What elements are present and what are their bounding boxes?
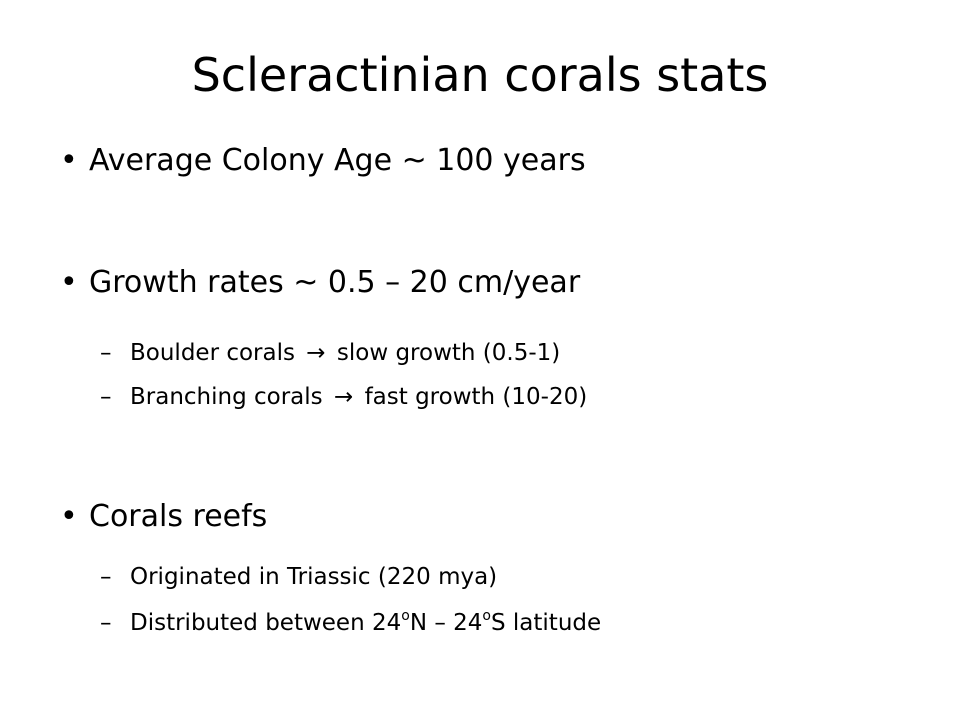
slide-title: Scleractinian corals stats: [191, 48, 769, 102]
degree-superscript: o: [482, 608, 491, 624]
sub-text-before: Branching corals: [130, 384, 323, 410]
sub-marker: –: [100, 340, 112, 366]
sub-text-part1: Distributed between 24: [130, 610, 402, 636]
arrow-right-icon: →: [333, 384, 354, 410]
bullet-text: Corals reefs: [89, 499, 268, 534]
bullet-text: Growth rates ~ 0.5 – 20 cm/year: [89, 265, 581, 300]
bullet-marker: •: [60, 499, 78, 534]
sub-text: Distributed between 24oN – 24oS latitude: [130, 603, 601, 646]
sub-text-before: Boulder corals: [130, 340, 295, 366]
bullet-marker: •: [60, 265, 78, 300]
arrow-right-icon: →: [306, 340, 326, 366]
sub-text: Branching corals → fast growth (10-20): [130, 377, 587, 417]
sub-text-after: slow growth (0.5-1): [336, 340, 561, 366]
sub-text: Originated in Triassic (220 mya): [130, 564, 498, 590]
bullet-marker: •: [60, 143, 78, 178]
sub-text-part3: S latitude: [491, 610, 602, 636]
sub-text-part2: N – 24: [409, 610, 483, 636]
sub-marker: –: [100, 610, 112, 636]
sub-text: Boulder corals → slow growth (0.5-1): [130, 333, 560, 373]
sub-marker: –: [100, 564, 112, 590]
degree-superscript: o: [401, 608, 410, 624]
sub-marker: –: [100, 384, 112, 410]
sub-text-after: fast growth (10-20): [364, 384, 588, 410]
bullet-text: Average Colony Age ~ 100 years: [89, 143, 586, 178]
